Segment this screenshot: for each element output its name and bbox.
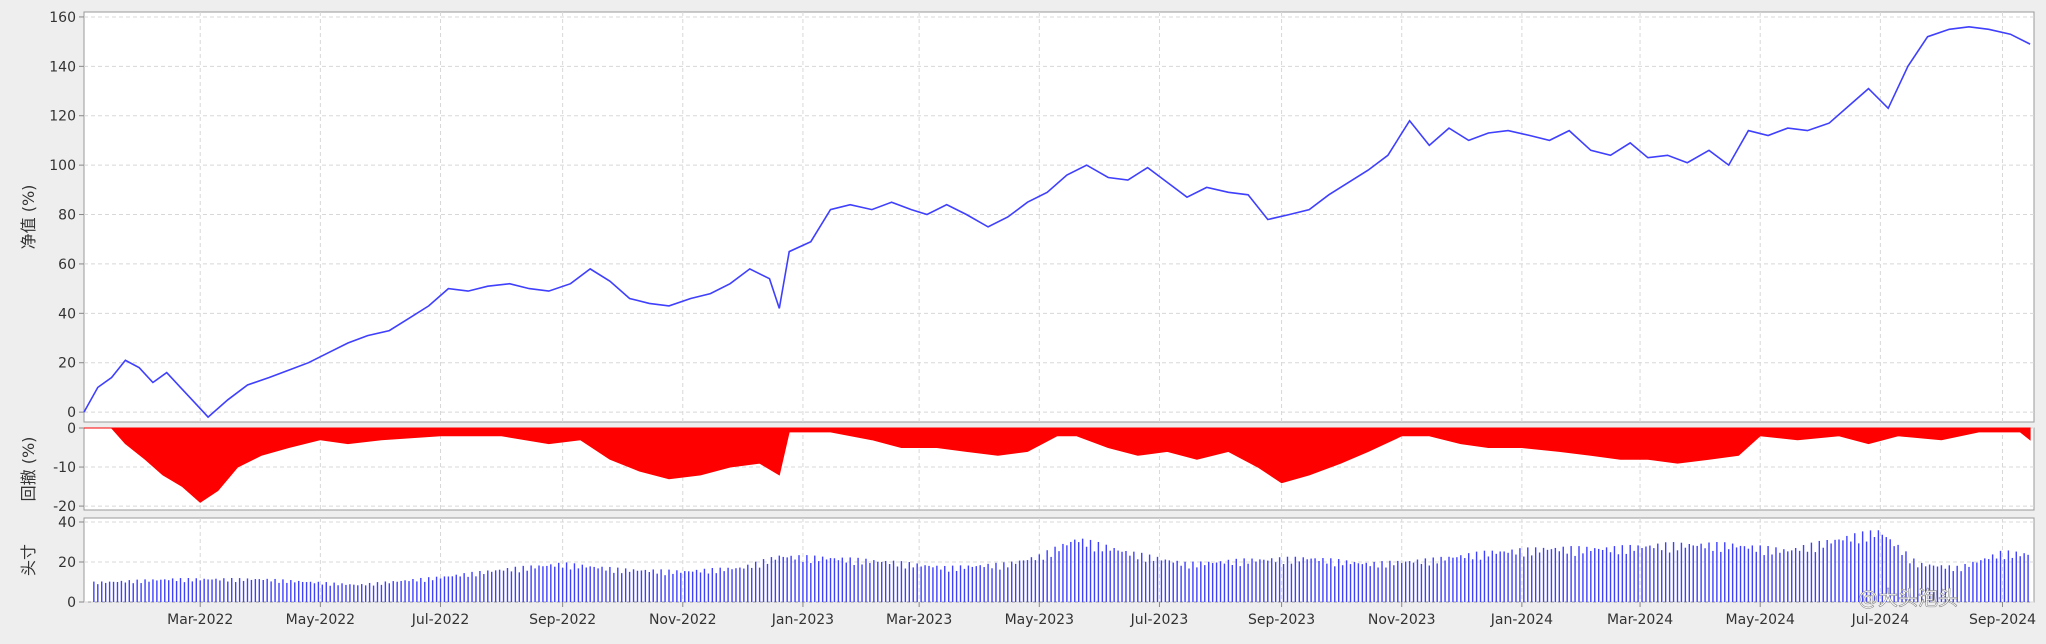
drawdown-area xyxy=(84,427,2031,503)
xtick-label: Nov-2023 xyxy=(1368,612,1436,628)
xtick-label: Jan-2023 xyxy=(771,612,834,628)
positions-ytick-label: 40 xyxy=(58,515,76,531)
drawdown-marks: 0 -10 -20 xyxy=(53,421,2034,515)
watermark: @大头泡头 xyxy=(1858,586,1958,610)
equity-ytick-label: 140 xyxy=(49,59,76,75)
drawdown-axis-label: 回撤 (%) xyxy=(19,437,38,502)
xtick-label: Mar-2022 xyxy=(167,612,233,628)
drawdown-ytick-label: -20 xyxy=(53,499,76,515)
positions-marks: 0 20 40 xyxy=(58,515,2034,611)
xtick-label: May-2023 xyxy=(1005,612,1074,628)
equity-ytick-label: 120 xyxy=(49,109,76,125)
equity-ytick-label: 80 xyxy=(58,208,76,224)
x-axis: Mar-2022 May-2022 Jul-2022 Sep-2022 Nov-2022… xyxy=(167,602,2036,628)
equity-axis-label: 净值 (%) xyxy=(19,185,38,250)
equity-plot-area xyxy=(83,11,2035,423)
equity-ytick-label: 100 xyxy=(49,158,76,174)
drawdown-ytick-label: 0 xyxy=(67,421,76,437)
equity-ytick-label: 60 xyxy=(58,257,76,273)
equity-ytick-label: 160 xyxy=(49,10,76,26)
positions-ytick-label: 0 xyxy=(67,595,76,611)
xtick-label: May-2024 xyxy=(1726,612,1795,628)
positions-ytick-label: 20 xyxy=(58,555,76,571)
xtick-label: Jul-2023 xyxy=(1130,612,1189,628)
xtick-label: Mar-2024 xyxy=(1607,612,1673,628)
xtick-label: Sep-2022 xyxy=(529,612,596,628)
positions-panel: 头寸 xyxy=(19,517,2035,603)
xtick-label: Nov-2022 xyxy=(649,612,717,628)
equity-ytick-label: 0 xyxy=(67,405,76,421)
equity-line xyxy=(83,25,2031,419)
xtick-label: Sep-2023 xyxy=(1248,612,1315,628)
xtick-label: Jul-2022 xyxy=(411,612,470,628)
drawdown-ytick-label: -10 xyxy=(53,460,76,476)
equity-marks: 0 20 40 60 80 100 120 140 160 xyxy=(49,10,2034,422)
equity-panel: 净值 (%) xyxy=(19,11,2035,423)
xtick-label: Jan-2024 xyxy=(1490,612,1553,628)
xtick-label: Sep-2024 xyxy=(1969,612,2036,628)
equity-ytick-label: 40 xyxy=(58,306,76,322)
xtick-label: Mar-2023 xyxy=(886,612,952,628)
xtick-label: Jul-2024 xyxy=(1851,612,1910,628)
positions-axis-label: 头寸 xyxy=(19,544,38,576)
equity-ytick-label: 20 xyxy=(58,356,76,372)
xtick-label: May-2022 xyxy=(286,612,355,628)
